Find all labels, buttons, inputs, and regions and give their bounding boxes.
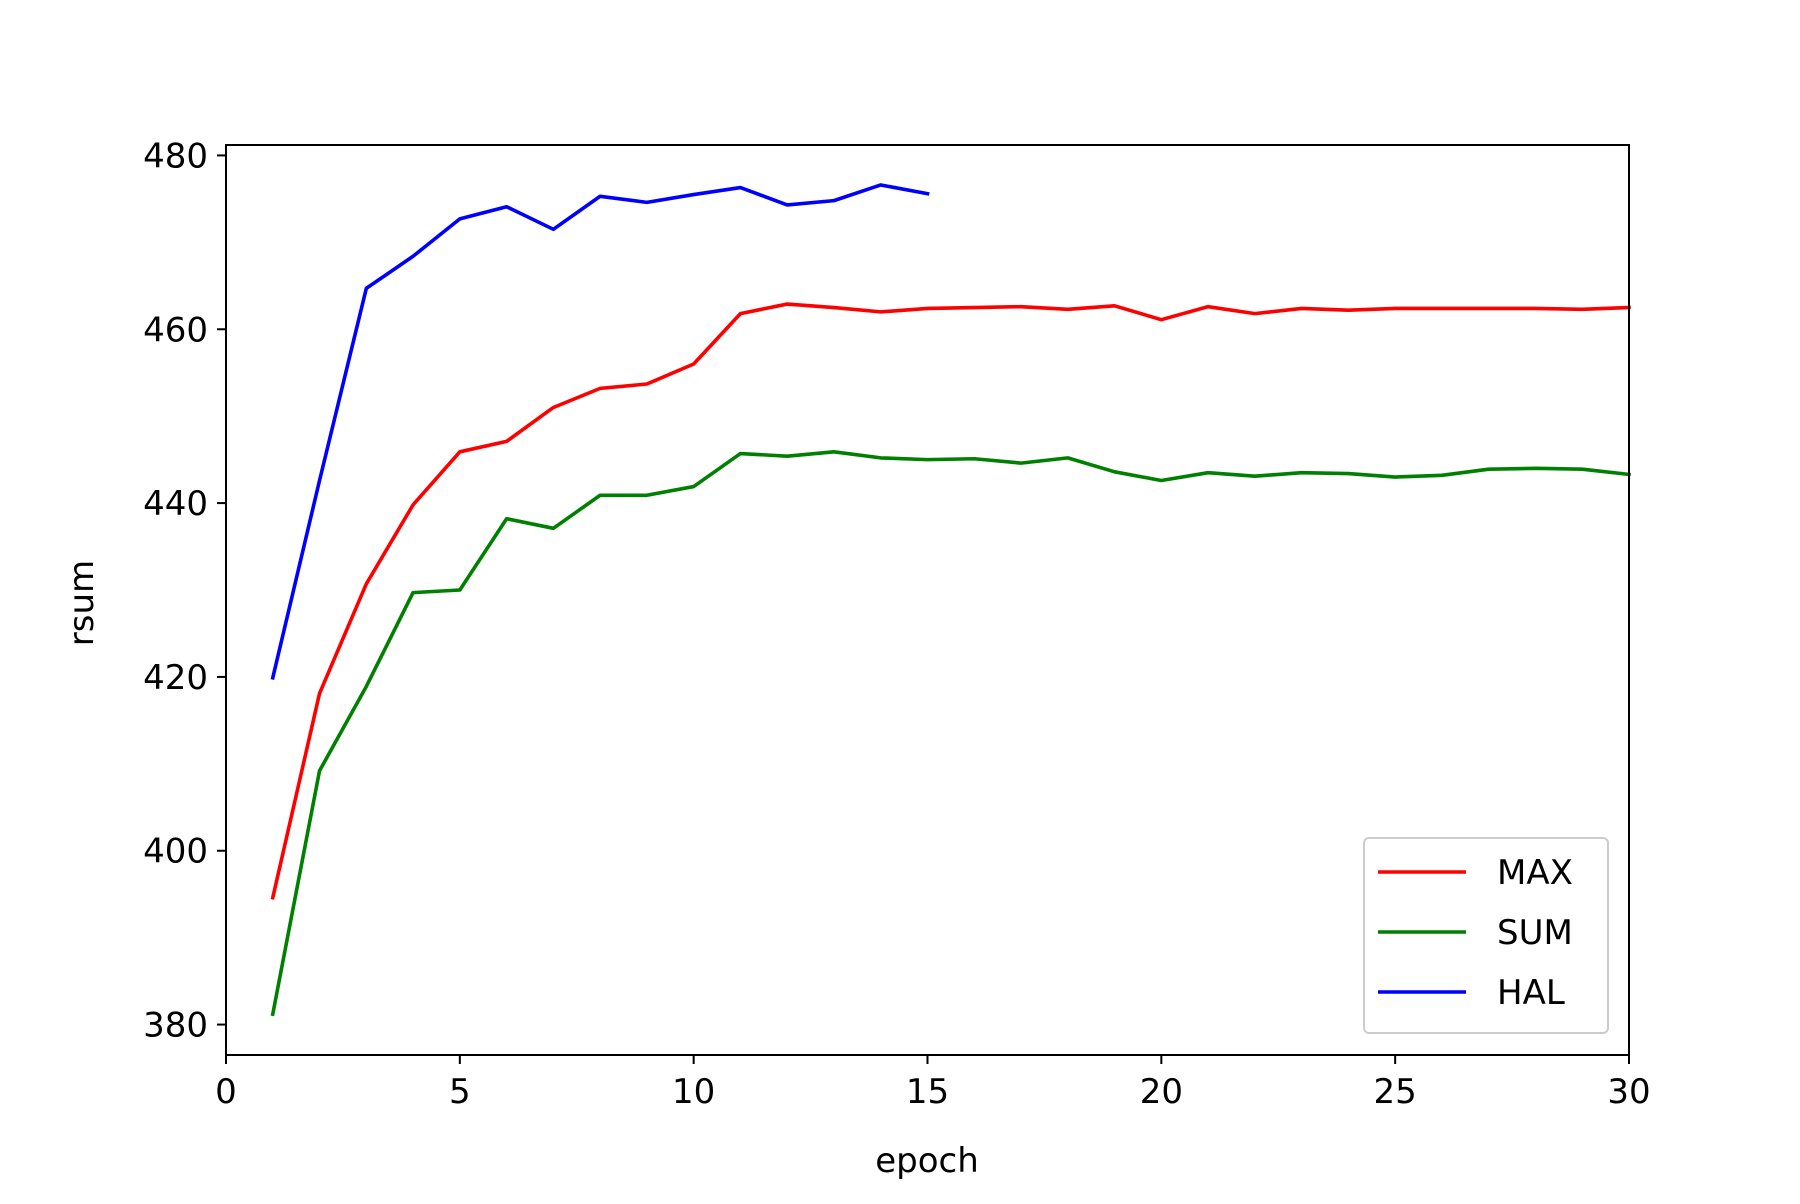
- x-tick-label: 15: [906, 1072, 949, 1112]
- series-line-max: [270, 302, 1631, 900]
- series-line-hal: [270, 183, 930, 680]
- legend-label-max: MAX: [1497, 853, 1573, 893]
- y-tick-label: 480: [143, 136, 208, 176]
- legend-label-hal: HAL: [1497, 973, 1565, 1013]
- y-tick-label: 420: [143, 658, 208, 698]
- legend: MAX SUM HAL: [1363, 837, 1609, 1034]
- y-tick-label: 440: [143, 484, 208, 524]
- x-tick-label: 20: [1140, 1072, 1183, 1112]
- x-tick-label: 0: [215, 1072, 237, 1112]
- x-tick-label: 30: [1607, 1072, 1650, 1112]
- y-axis-label: rsum: [62, 560, 102, 646]
- legend-box: [1363, 837, 1609, 1034]
- x-tick-label: 5: [449, 1072, 471, 1112]
- y-tick-label: 460: [143, 310, 208, 350]
- x-axis-label: epoch: [875, 1141, 979, 1181]
- axis-labels: epoch rsum: [62, 560, 979, 1181]
- y-tick-label: 380: [143, 1006, 208, 1046]
- legend-label-sum: SUM: [1497, 913, 1573, 953]
- y-tick-label: 400: [143, 832, 208, 872]
- x-tick-label: 10: [672, 1072, 715, 1112]
- series-line-sum: [270, 450, 1631, 1017]
- axes: 0 5 10 15 20 25 30 380 400 420 440 460 480: [143, 136, 1651, 1112]
- x-tick-label: 25: [1374, 1072, 1417, 1112]
- series-lines: [270, 183, 1631, 1017]
